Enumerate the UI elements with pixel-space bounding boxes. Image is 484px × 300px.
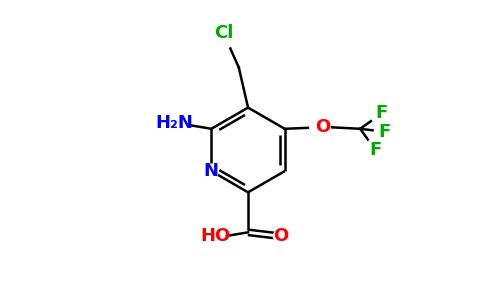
Text: F: F bbox=[369, 141, 382, 159]
Text: Cl: Cl bbox=[214, 24, 233, 42]
Text: HO: HO bbox=[200, 227, 231, 245]
Circle shape bbox=[369, 144, 382, 157]
Circle shape bbox=[164, 112, 185, 134]
Circle shape bbox=[317, 120, 330, 134]
Circle shape bbox=[204, 164, 218, 178]
Text: N: N bbox=[204, 162, 219, 180]
Text: F: F bbox=[378, 123, 391, 141]
Text: H₂N: H₂N bbox=[155, 114, 193, 132]
Text: O: O bbox=[316, 118, 331, 136]
Circle shape bbox=[273, 229, 287, 243]
Text: O: O bbox=[273, 227, 288, 245]
Text: F: F bbox=[376, 104, 388, 122]
Circle shape bbox=[378, 126, 391, 138]
Circle shape bbox=[376, 107, 388, 119]
Circle shape bbox=[207, 227, 225, 245]
Circle shape bbox=[215, 24, 232, 41]
